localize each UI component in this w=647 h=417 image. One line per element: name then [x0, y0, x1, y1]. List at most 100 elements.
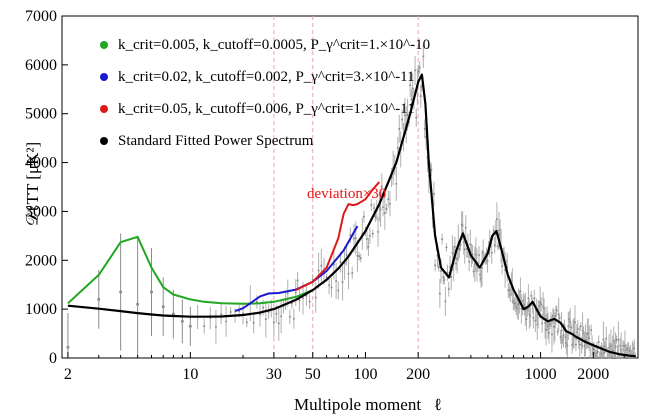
data-point [409, 84, 412, 87]
x-tick-label: 1000 [525, 366, 557, 383]
data-point [354, 236, 357, 239]
data-point [66, 345, 70, 349]
legend-item-black: Standard Fitted Power Spectrum [100, 130, 313, 152]
x-tick-label: 200 [406, 366, 430, 383]
data-point [570, 326, 573, 329]
data-point [288, 315, 291, 318]
data-point [620, 348, 623, 351]
data-point [589, 356, 592, 359]
data-point [463, 248, 466, 251]
data-point [469, 243, 472, 246]
data-point [388, 202, 391, 205]
data-point [292, 317, 295, 320]
data-point [550, 333, 553, 336]
axis-ticks: 0 1000 2000 3000 4000 5000 6000 7000 2 10 30 50 100 2… [25, 8, 625, 383]
data-point [451, 252, 454, 255]
data-point [161, 305, 165, 309]
data-point [414, 69, 417, 72]
data-point [519, 290, 522, 293]
x-tick-label: 50 [305, 366, 321, 383]
data-point [574, 343, 577, 346]
data-point [627, 357, 630, 359]
data-point [403, 114, 406, 117]
data-point [330, 286, 333, 289]
data-point [359, 257, 362, 260]
data-point [443, 278, 446, 281]
data-point [461, 224, 464, 227]
data-point [563, 324, 566, 327]
data-point [531, 304, 534, 307]
data-point [515, 305, 518, 308]
series-line-2 [295, 181, 381, 291]
data-point [296, 279, 299, 282]
data-point [441, 238, 444, 241]
data-point [590, 328, 593, 331]
data-point [290, 302, 293, 305]
data-point [434, 264, 437, 267]
data-point [543, 307, 546, 310]
data-point [395, 182, 398, 185]
data-point [522, 299, 525, 302]
data-point [418, 66, 421, 69]
data-point [516, 307, 519, 310]
x-tick-label: 30 [266, 366, 282, 383]
y-axis-label: 𝒟ℓTT [μK²] [23, 142, 42, 226]
x-tick-label: 2 [64, 366, 72, 383]
data-point [373, 206, 376, 209]
y-tick-label: 0 [49, 350, 57, 367]
data-point [365, 237, 368, 240]
data-point [471, 253, 474, 256]
x-axis-label: Multipole moment ℓ [294, 395, 442, 414]
data-point [314, 296, 317, 299]
data-point [438, 292, 441, 295]
data-point [367, 245, 370, 248]
data-point [410, 98, 413, 101]
data-point [229, 310, 232, 313]
data-point [566, 344, 569, 347]
data-point [530, 294, 533, 297]
data-point [149, 290, 153, 294]
data-point [601, 357, 604, 359]
data-point [541, 322, 544, 325]
data-point [371, 232, 374, 235]
data-point [464, 226, 467, 229]
data-point [339, 261, 342, 264]
data-point [532, 316, 535, 319]
legend: k_crit=0.005, k_cutoff=0.0005, P_γ^crit=… [100, 32, 430, 162]
data-point [597, 340, 600, 343]
data-point [473, 263, 476, 266]
data-point [472, 270, 475, 273]
series-line-3 [67, 73, 637, 358]
data-point [335, 280, 338, 283]
data-point [136, 302, 140, 306]
data-point [430, 168, 433, 171]
data-point [370, 204, 373, 207]
data-point [286, 292, 289, 295]
data-point [398, 127, 401, 130]
data-point [555, 309, 558, 312]
data-point [419, 95, 422, 98]
data-point [634, 357, 637, 359]
data-point [602, 338, 605, 341]
y-tick-label: 4000 [25, 155, 57, 172]
data-point [548, 323, 551, 326]
legend-blue-dot-icon [100, 73, 108, 81]
legend-red-dot-icon [100, 105, 108, 113]
data-point [562, 334, 565, 337]
data-point [458, 247, 461, 250]
series-lines [67, 73, 637, 358]
data-point [538, 305, 541, 308]
data-point [298, 299, 301, 302]
data-point [422, 55, 425, 58]
data-point [377, 230, 380, 233]
y-tick-label: 1000 [25, 301, 57, 318]
data-point [345, 253, 348, 256]
data-point [479, 273, 482, 276]
data-point [214, 325, 217, 328]
data-point [578, 343, 581, 346]
data-point [621, 357, 624, 359]
data-point [262, 306, 265, 309]
data-point [387, 198, 390, 201]
data-point [558, 316, 561, 319]
